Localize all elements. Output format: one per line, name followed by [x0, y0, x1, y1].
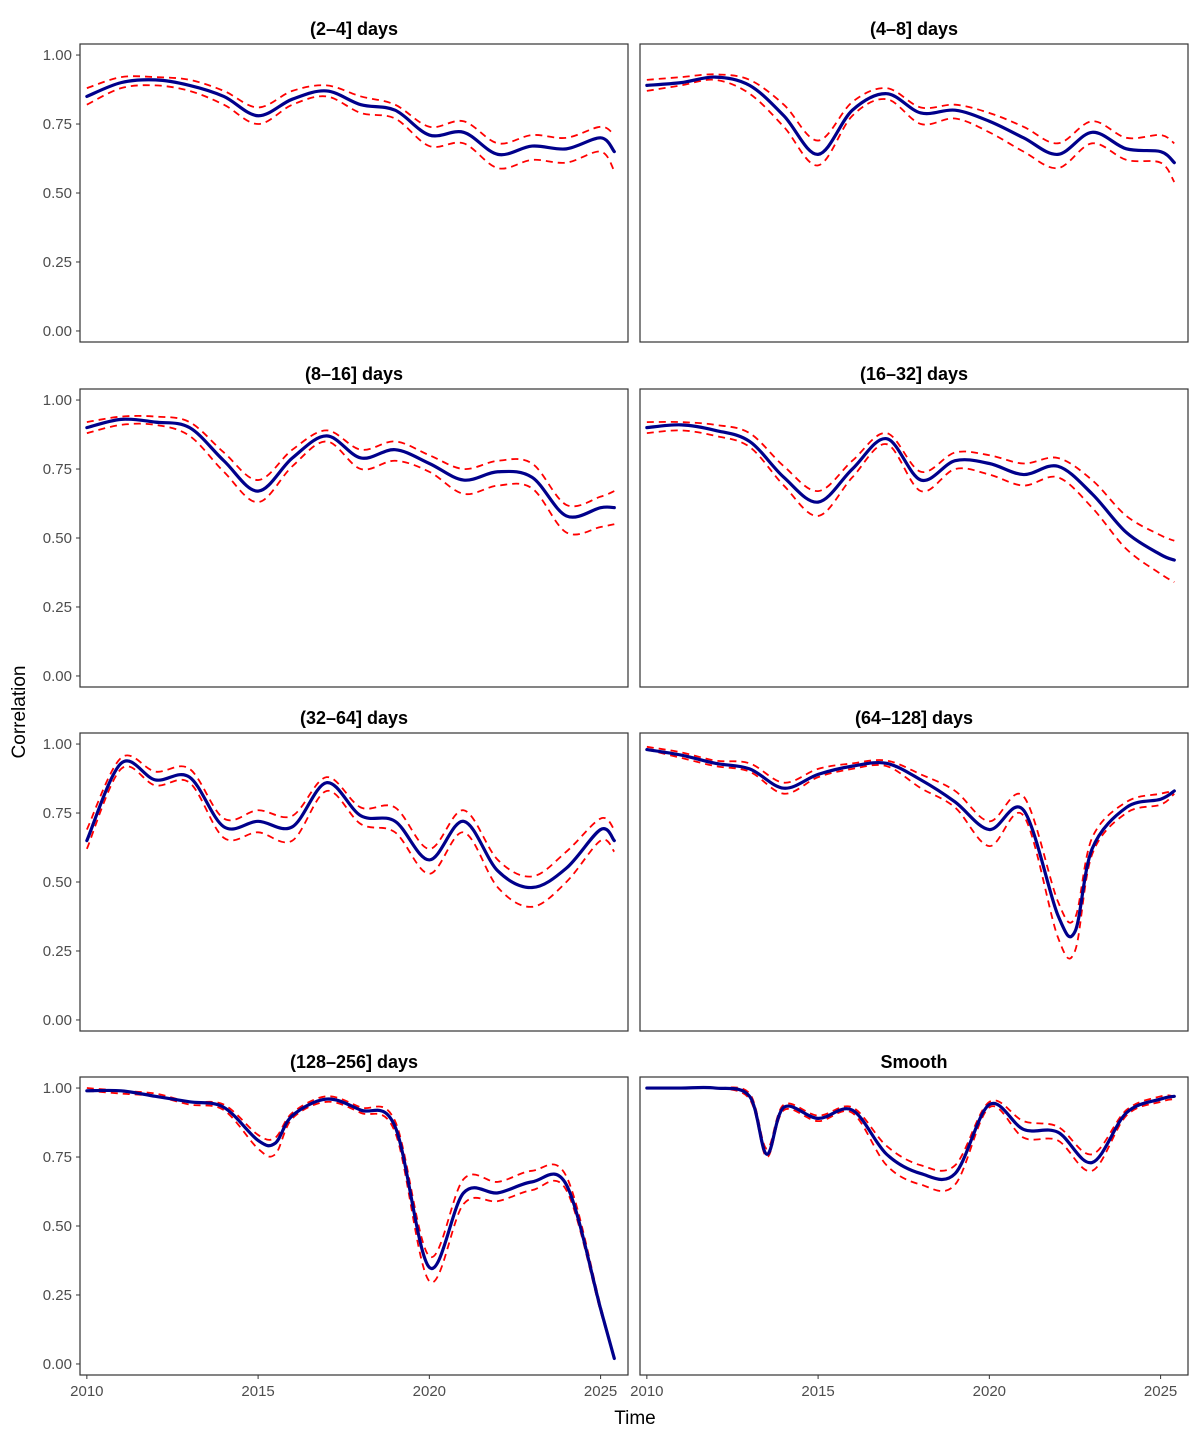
y-tick-label: 1.00	[43, 47, 72, 64]
panel-2-title: (4–8] days	[870, 19, 958, 39]
panel-1-lower-band	[86, 84, 616, 172]
panel-6-estimate-line	[645, 747, 1176, 939]
panel-4-frame	[639, 388, 1189, 688]
y-tick-label: 0.00	[43, 1012, 72, 1029]
x-tick-label: 2020	[973, 1383, 1006, 1400]
panel-4-lower-band	[646, 429, 1175, 583]
panel-5-lower-band	[86, 765, 616, 908]
panel-6-title: (64–128] days	[855, 708, 973, 728]
y-tick-label: 0.75	[43, 461, 72, 478]
panel-2-lower-band	[646, 78, 1176, 183]
x-tick-label: 2015	[801, 1383, 834, 1400]
x-tick-label: 2010	[70, 1383, 103, 1400]
x-tick-label: 2015	[241, 1383, 274, 1400]
y-tick-label: 1.00	[43, 1080, 72, 1097]
y-axis-title: Correlation	[9, 666, 30, 759]
panel-3-estimate-line	[85, 417, 616, 519]
y-tick-label: 1.00	[43, 392, 72, 409]
panel-7: (128–256] days 0.00 0.25 0.50 0.75 1.00 2010 20…	[43, 1052, 629, 1400]
panels-group: (2–4] days 0.00 0.25 0.50 0.75 1.00 (4–8] days…	[43, 19, 1189, 1400]
panel-7-frame	[79, 1076, 629, 1376]
panel-5: (32–64] days 0.00 0.25 0.50 0.75 1.00	[43, 708, 629, 1032]
x-tick-label: 2025	[584, 1383, 617, 1400]
panel-7-title: (128–256] days	[290, 1052, 418, 1072]
panel-1: (2–4] days 0.00 0.25 0.50 0.75 1.00	[43, 19, 629, 343]
panel-1-upper-band	[86, 75, 615, 145]
panel-7-upper-band	[86, 1087, 616, 1359]
y-tick-label: 0.75	[43, 805, 72, 822]
panel-3: (8–16] days 0.00 0.25 0.50 0.75 1.00	[43, 364, 629, 688]
panel-7-lower-band	[86, 1089, 616, 1359]
panel-3-frame	[79, 388, 629, 688]
y-tick-label: 0.50	[43, 1218, 72, 1235]
panel-3-title: (8–16] days	[305, 364, 403, 384]
x-tick-label: 2025	[1144, 1383, 1177, 1400]
panel-8-lower-band	[646, 1086, 1175, 1193]
x-axis-title: Time	[614, 1408, 656, 1429]
panel-5-title: (32–64] days	[300, 708, 408, 728]
y-tick-label: 0.25	[43, 1287, 72, 1304]
panel-3-upper-band	[86, 415, 615, 508]
panel-8-title: Smooth	[881, 1052, 948, 1072]
panel-2-estimate-line	[645, 75, 1176, 165]
panel-6-lower-band	[646, 748, 1175, 960]
y-tick-label: 0.00	[43, 323, 72, 340]
panel-8-upper-band	[646, 1086, 1175, 1172]
panel-5-upper-band	[86, 754, 615, 878]
x-tick-label: 2020	[413, 1383, 446, 1400]
panel-6: (64–128] days	[639, 708, 1189, 1032]
y-tick-label: 0.25	[43, 599, 72, 616]
y-tick-label: 0.25	[43, 943, 72, 960]
y-tick-label: 1.00	[43, 736, 72, 753]
panel-4-estimate-line	[645, 423, 1176, 562]
panel-1-frame	[79, 43, 629, 343]
panel-4: (16–32] days	[639, 364, 1189, 688]
panel-1-title: (2–4] days	[310, 19, 398, 39]
panel-4-title: (16–32] days	[860, 364, 968, 384]
y-tick-label: 0.75	[43, 116, 72, 133]
panel-4-upper-band	[646, 421, 1175, 542]
y-tick-label: 0.75	[43, 1149, 72, 1166]
panel-7-estimate-line	[85, 1088, 616, 1361]
panel-8: Smooth 2010 2015 2020 2025	[630, 1052, 1189, 1400]
panel-1-estimate-line	[85, 78, 616, 157]
y-tick-label: 0.25	[43, 254, 72, 271]
panel-2-frame	[639, 43, 1189, 343]
y-tick-label: 0.50	[43, 185, 72, 202]
panel-2-upper-band	[646, 73, 1175, 145]
y-tick-label: 0.00	[43, 668, 72, 685]
panel-3-lower-band	[86, 422, 615, 536]
y-tick-label: 0.50	[43, 530, 72, 547]
panel-6-frame	[639, 732, 1189, 1032]
y-tick-label: 0.00	[43, 1356, 72, 1373]
x-tick-label: 2010	[630, 1383, 663, 1400]
panel-8-estimate-line	[645, 1085, 1176, 1182]
panel-8-frame	[639, 1076, 1189, 1376]
y-tick-label: 0.50	[43, 874, 72, 891]
panel-2: (4–8] days	[639, 19, 1189, 343]
panel-5-estimate-line	[85, 759, 616, 890]
